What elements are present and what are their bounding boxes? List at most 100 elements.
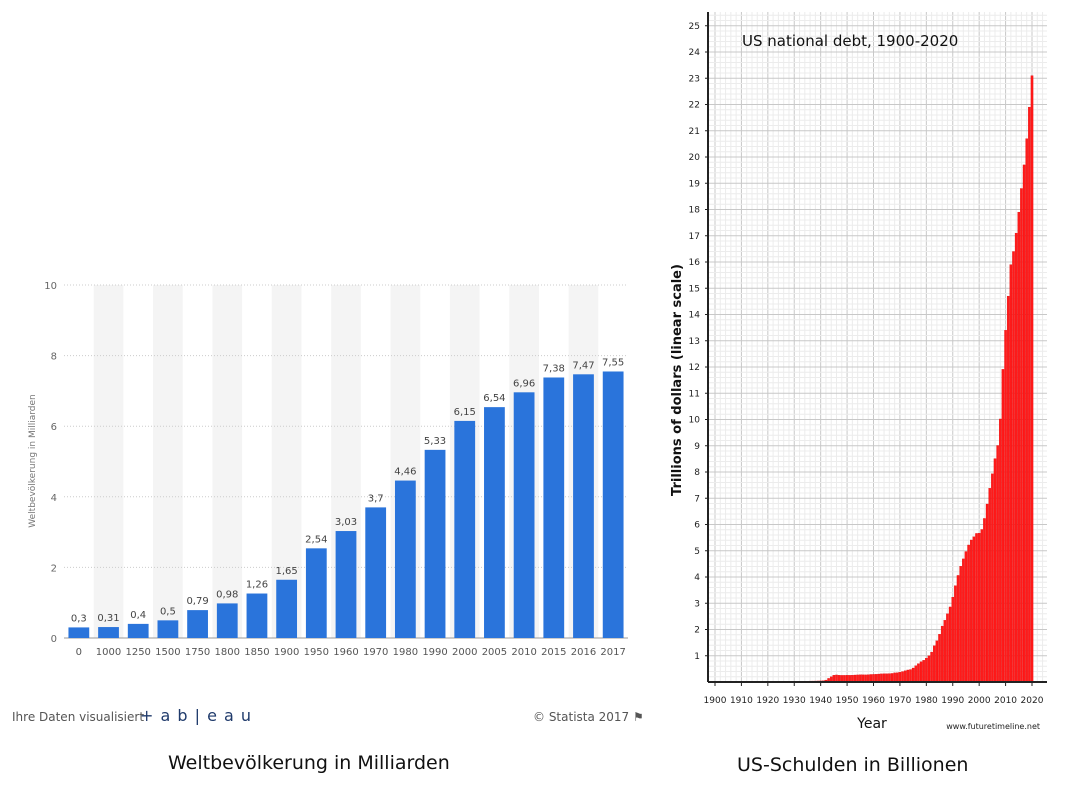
bar [874,674,878,683]
x-tick-label: 1970 [888,696,911,706]
bar [954,585,957,683]
y-tick-label: 4 [51,493,57,504]
bar [832,675,836,683]
bar [835,674,838,683]
footer-left-text: Ihre Daten visualisiert [12,710,145,724]
bar [993,458,997,683]
x-tick-label: 2000 [452,647,477,658]
source-label: www.futuretimeline.net [946,722,1040,731]
x-tick-label: 1920 [756,696,779,706]
bar [1022,164,1026,683]
bar [975,533,978,683]
bar [962,558,965,683]
y-tick-label: 4 [694,573,700,583]
data-label: 0,5 [160,606,176,617]
bar [919,661,923,683]
bar [246,593,268,638]
y-tick-label: 11 [689,389,700,399]
bar [484,407,505,638]
bar [866,674,870,683]
world-population-chart: 0 2 4 6 8 10 0,3 0 0,31 1000 0,4 1250 0,5 1500 0,79 175… [28,281,628,658]
x-axis-label: Year [856,716,887,732]
bar [187,610,208,638]
y-tick-label: 1 [694,652,700,662]
x-tick-label: 1940 [809,696,832,706]
flag-icon[interactable]: ⚑ [633,710,644,724]
y-tick-label: 21 [689,127,700,137]
tableau-logo[interactable]: + a b | e a u [140,706,253,725]
bar [543,377,565,638]
bar [999,418,1002,683]
x-tick-label: 1750 [185,647,210,658]
y-tick-label: 8 [51,352,57,363]
x-tick-label: 1970 [363,647,388,658]
bar [305,548,327,638]
data-label: 6,15 [454,407,476,418]
bar [1030,75,1034,683]
bar [216,603,238,638]
bar [1014,232,1018,683]
y-tick-label: 19 [689,179,701,189]
bar [943,620,947,683]
data-label: 4,46 [394,467,416,478]
x-tick-label: 1990 [422,647,447,658]
bar [1017,211,1021,683]
y-tick-label: 0 [51,634,57,645]
band [212,285,243,638]
x-tick-label: 1980 [915,696,938,706]
x-tick-label: 2016 [571,647,596,658]
bar [983,518,986,683]
x-tick-label: 2010 [511,647,536,658]
x-tick-label: 2017 [600,647,625,658]
bar [157,620,179,638]
bar [911,667,915,683]
x-tick-label: 1250 [125,647,150,658]
band [271,285,302,638]
bar [909,669,912,683]
bar [454,420,476,638]
x-tick-label: 1850 [244,647,269,658]
bar [861,674,865,683]
data-label: 0,31 [97,613,119,624]
data-label: 5,33 [424,436,446,447]
statista-copyright-text: © Statista 2017 [533,710,630,724]
bar [964,551,968,683]
bar [513,392,535,638]
bar [885,673,888,683]
bar [853,674,857,683]
bar [848,675,851,683]
y-tick-label: 10 [689,416,701,426]
bar [906,669,910,683]
bar [1006,295,1010,683]
y-tick-label: 5 [694,547,700,557]
data-label: 3,7 [368,493,384,504]
x-tick-label: 2015 [541,647,566,658]
bar [935,640,939,683]
y-tick-label: 7 [694,494,700,504]
x-tick-label: 1950 [304,647,329,658]
bar [940,625,944,683]
data-label: 2,54 [305,534,327,545]
y-tick-label: 10 [44,281,57,292]
bar [930,651,933,683]
statista-copyright[interactable]: © Statista 2017 ⚑ [533,710,644,724]
bar [845,675,849,683]
x-tick-label: 1910 [730,696,753,706]
y-tick-label: 2 [51,563,57,574]
right-caption: US-Schulden in Billionen [737,754,969,776]
bar [938,634,941,683]
y-axis-label: Weltbevölkerung in Milliarden [28,394,38,527]
data-label: 0,79 [186,596,208,607]
bar [996,445,999,683]
bar [890,673,894,683]
x-tick-label: 1950 [836,696,859,706]
y-tick-label: 20 [689,153,701,163]
bar [856,674,859,683]
bar [959,566,962,683]
bar [882,673,886,683]
bar [967,544,970,683]
bar [991,473,994,683]
bar [276,579,298,638]
bar [903,670,907,683]
